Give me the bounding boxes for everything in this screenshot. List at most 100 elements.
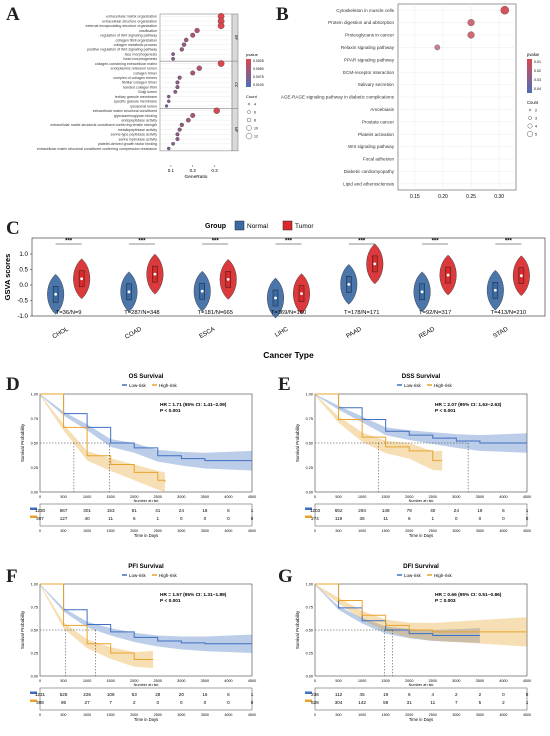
category-label: STAD	[492, 325, 510, 339]
count-legend-label: 5	[535, 133, 537, 137]
pathway-label: Focal adhesion	[363, 157, 395, 162]
risk-count: 528	[60, 692, 68, 697]
term-label: extracellular matrix structural constitu…	[50, 123, 157, 127]
y-tick-label: 0.50	[306, 629, 313, 633]
risk-count: 18	[477, 508, 483, 513]
hazard-ratio: HR = 1.57 (95% CI: 1.31~1.89)	[160, 592, 227, 598]
low-risk-row-marker	[30, 507, 37, 510]
risk-x-tick-label: 1000	[358, 713, 366, 717]
legend-label: Low-risk	[129, 383, 147, 388]
x-tick-label: 0.25	[466, 194, 476, 200]
y-tick-label: 0.00	[31, 675, 38, 679]
x-tick-label: 2500	[154, 495, 162, 499]
term-label: extracellular matrix structural constitu…	[93, 109, 157, 113]
high-risk-row-marker	[305, 515, 312, 518]
x-tick-label: 4000	[499, 679, 507, 683]
high-risk-ci-band	[315, 394, 443, 471]
low-risk-ci-band	[315, 584, 480, 643]
enrichment-dot	[179, 122, 184, 128]
term-label: collagen trimer	[133, 71, 157, 75]
risk-count: 11	[383, 516, 388, 521]
pvalue-tick: 0.0075	[253, 75, 264, 79]
panel-label-g: G	[278, 566, 293, 587]
sig-stars: ***	[212, 239, 220, 245]
risk-count: 652	[335, 508, 343, 513]
term-label: positive regulation of Wnt signaling pat…	[87, 48, 157, 52]
risk-table-title: Number at risk	[134, 683, 159, 687]
y-tick-label: 0.50	[306, 442, 313, 446]
x-tick-label: 1000	[83, 679, 91, 683]
panel-label-e: E	[278, 374, 291, 395]
risk-count: 2	[479, 692, 482, 697]
low-risk-ci-band	[40, 584, 252, 653]
enrichment-dot	[217, 60, 225, 67]
risk-x-tick-label: 1500	[107, 713, 115, 717]
risk-count: 0	[180, 516, 183, 521]
legend-label: High-risk	[159, 383, 178, 388]
risk-x-tick-label: 4000	[224, 529, 232, 533]
enrichment-dot	[167, 94, 171, 99]
pfi-survival-plot: PFI Survival Low-risk High-risk 0.00 0.25 0.5…	[20, 563, 256, 722]
pathway-label: Prostate cancer	[362, 119, 395, 124]
risk-count: 6	[227, 508, 230, 513]
category-label: READ	[418, 325, 437, 340]
x-tick-label: 1000	[358, 495, 366, 499]
plot-frame	[314, 583, 528, 677]
risk-table-frame	[314, 503, 528, 527]
risk-x-tick-label: 4500	[248, 529, 256, 533]
legend-title-count: Count	[246, 94, 258, 99]
risk-count: 31	[407, 700, 413, 705]
pvalue-colorbar	[527, 59, 532, 93]
median-dot	[153, 272, 157, 276]
risk-x-tick-label: 3500	[476, 529, 484, 533]
risk-count: 6	[133, 516, 136, 521]
term-label: lysosomal lumen	[130, 104, 157, 108]
risk-x-tick-label: 1500	[382, 529, 390, 533]
median-dot	[200, 289, 204, 293]
legend-swatch	[234, 220, 245, 231]
low-risk-curve	[315, 393, 527, 444]
risk-count: 6	[502, 508, 505, 513]
risk-count: 236	[311, 692, 319, 697]
enrichment-dot	[183, 37, 189, 43]
legend-label: High-risk	[434, 573, 453, 578]
count-legend-label: 12	[254, 135, 258, 139]
enrichment-dot	[434, 44, 441, 51]
pathway-label: Protein digestion and absorption	[328, 20, 394, 25]
risk-count: 1	[251, 692, 254, 697]
median-dot	[80, 277, 84, 281]
category-label: COAD	[124, 325, 143, 340]
count-legend-dot	[528, 108, 532, 112]
risk-count: 4	[431, 692, 434, 697]
panel-label-b: B	[276, 4, 289, 25]
legend-label: Low-risk	[404, 383, 422, 388]
risk-table-frame	[39, 687, 253, 711]
p-value: P < 0.001	[435, 408, 456, 414]
term-label: collagen-containing extracellular matrix	[95, 62, 157, 66]
x-tick-label: 4000	[224, 679, 232, 683]
median-dot	[373, 262, 377, 266]
enrichment-dot	[217, 22, 225, 30]
x-tick-label: 500	[335, 495, 341, 499]
y-tick-label: 0.75	[31, 417, 38, 421]
x-axis-label: Time in Days	[134, 533, 158, 538]
high-risk-curve	[40, 393, 166, 483]
y-tick-label: 1.0	[19, 251, 28, 258]
enrichment-dot	[186, 117, 191, 123]
y-tick-label: 0.75	[31, 606, 38, 610]
risk-count: 0	[180, 700, 183, 705]
hazard-ratio: HR = 1.71 (95% CI: 1.41~2.09)	[160, 402, 227, 408]
count-legend-label: 3	[535, 117, 537, 121]
risk-x-tick-label: 1500	[107, 529, 115, 533]
high-risk-ci-band	[40, 394, 165, 492]
risk-count: 1	[156, 516, 159, 521]
low-risk-row-marker	[305, 507, 312, 510]
risk-count: 294	[358, 508, 366, 513]
risk-count: 40	[85, 516, 91, 521]
pvalue-tick: 0.04	[534, 87, 541, 91]
term-label: ossification	[139, 29, 157, 33]
enrichment-dot	[213, 107, 220, 114]
pathway-label: Cytoskeleton in muscle cells	[336, 8, 394, 13]
x-tick-label: 0.2	[190, 168, 197, 173]
enrichment-dot	[171, 52, 175, 56]
